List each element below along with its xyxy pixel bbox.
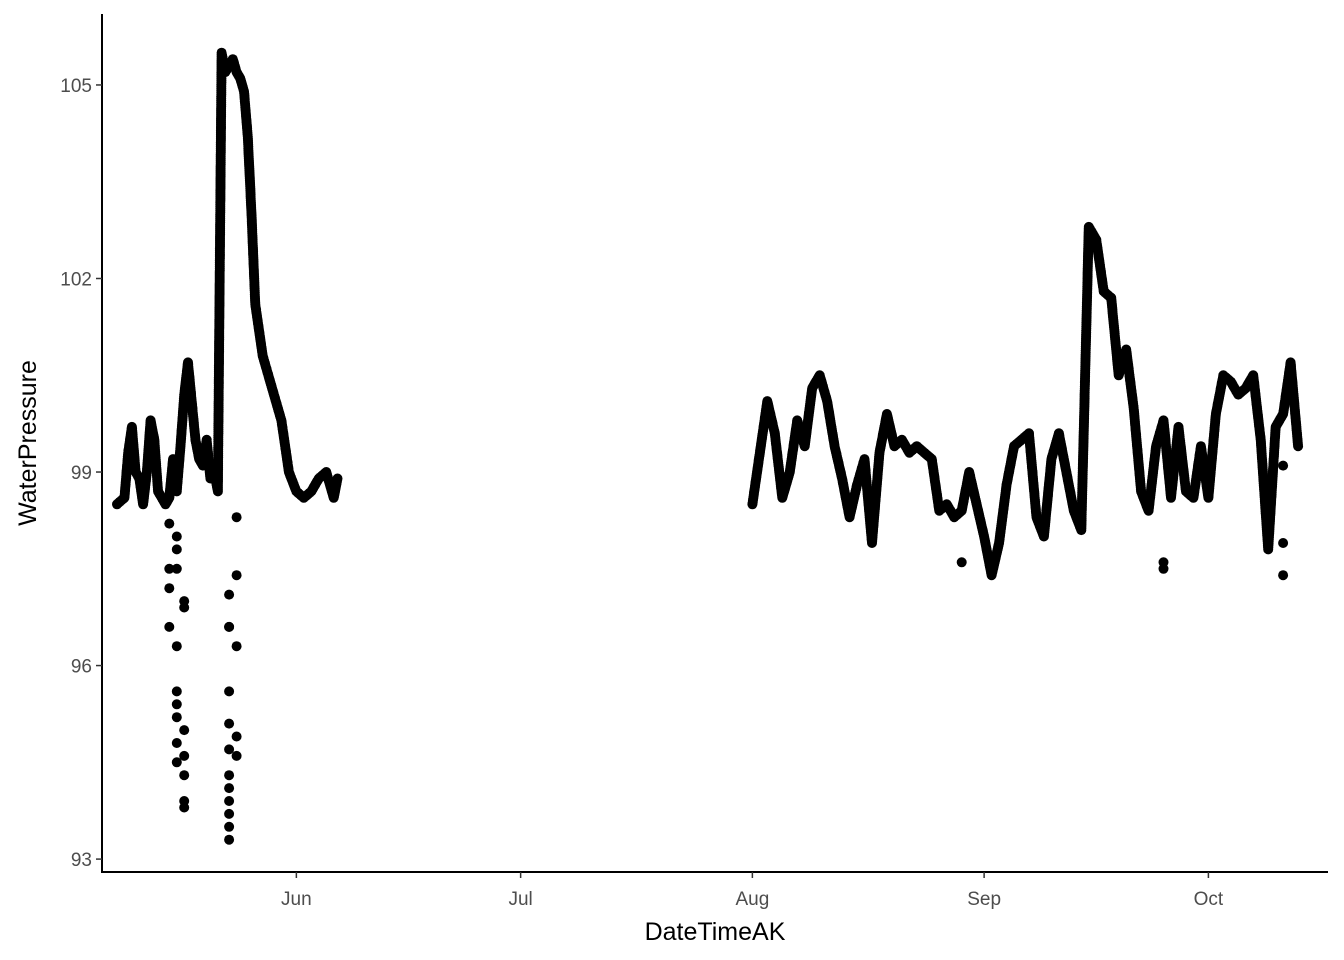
data-point — [224, 744, 235, 755]
data-point — [179, 725, 190, 736]
data-point — [171, 699, 182, 710]
y-tick-label: 102 — [60, 269, 92, 290]
y-tick-label: 105 — [60, 76, 92, 97]
data-layer — [112, 47, 1304, 845]
data-point — [231, 750, 242, 761]
x-ticks: Jun Jul Aug Sep Oct — [281, 872, 1224, 910]
data-point — [171, 641, 182, 652]
data-point — [224, 686, 235, 697]
data-point — [164, 518, 175, 529]
data-point — [171, 563, 182, 574]
data-point — [224, 718, 235, 729]
data-point — [171, 531, 182, 542]
data-point — [164, 583, 175, 594]
data-point — [179, 750, 190, 761]
x-tick-label: Oct — [1194, 889, 1224, 910]
data-point — [171, 686, 182, 697]
x-tick-label: Sep — [967, 889, 1001, 910]
data-point — [171, 544, 182, 555]
data-point — [224, 834, 235, 845]
data-point — [332, 473, 343, 484]
data-point — [1278, 570, 1289, 581]
data-point — [224, 770, 235, 781]
data-point — [224, 821, 235, 832]
y-ticks: 93 96 99 102 105 — [60, 76, 102, 871]
data-point — [179, 602, 190, 613]
data-point — [179, 770, 190, 781]
data-point — [231, 731, 242, 742]
data-point — [956, 557, 967, 568]
y-axis-title: WaterPressure — [14, 360, 42, 526]
x-tick-label: Jun — [281, 889, 312, 910]
data-point — [1293, 441, 1304, 452]
data-point — [171, 757, 182, 768]
data-point — [224, 808, 235, 819]
data-point — [231, 512, 242, 523]
data-point — [171, 712, 182, 723]
data-point — [164, 621, 175, 632]
data-point — [164, 563, 175, 574]
y-tick-label: 96 — [71, 657, 92, 678]
data-point — [171, 738, 182, 748]
x-tick-label: Aug — [735, 889, 769, 910]
y-tick-label: 99 — [71, 463, 92, 484]
data-point — [1278, 460, 1289, 471]
data-point — [179, 796, 190, 806]
data-point — [224, 621, 235, 632]
data-point — [1158, 563, 1169, 574]
data-point — [224, 783, 235, 794]
y-tick-label: 93 — [71, 850, 92, 871]
data-point — [224, 796, 235, 806]
x-axis-title: DateTimeAK — [645, 918, 786, 946]
data-point — [231, 641, 242, 652]
x-tick-label: Jul — [508, 889, 532, 910]
data-point — [1278, 538, 1289, 548]
data-point — [224, 589, 235, 600]
data-point — [231, 570, 242, 581]
